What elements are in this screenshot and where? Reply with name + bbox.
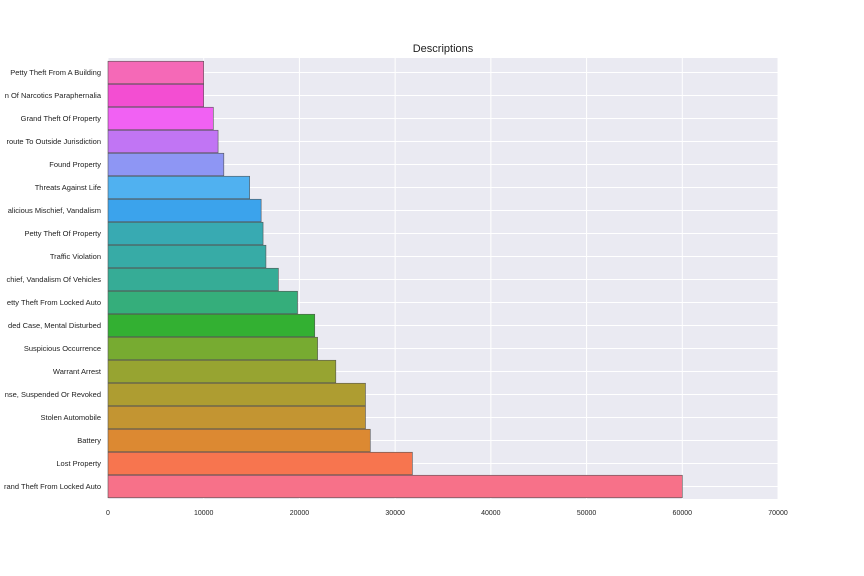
- y-category-label: n Of Narcotics Paraphernalia: [5, 91, 102, 100]
- x-tick-label: 70000: [768, 510, 788, 517]
- y-axis-labels: rand Theft From Locked Auto Lost Property…: [4, 68, 102, 491]
- bar: [107, 359, 337, 384]
- y-category-label: alicious Mischief, Vandalism: [8, 206, 101, 215]
- bar: [107, 221, 264, 246]
- bar: [107, 474, 683, 499]
- bar: [107, 244, 267, 269]
- bar: [107, 382, 366, 407]
- bar: [107, 106, 214, 131]
- chart-title: Descriptions: [413, 43, 474, 55]
- y-category-label: ded Case, Mental Disturbed: [8, 321, 101, 330]
- bar: [107, 405, 366, 430]
- y-category-label: Battery: [77, 436, 101, 445]
- y-category-label: chief, Vandalism Of Vehicles: [7, 275, 102, 284]
- bar: [107, 198, 262, 223]
- bar: [107, 175, 250, 200]
- y-category-label: Suspicious Occurrence: [24, 344, 101, 353]
- bar: [107, 313, 316, 338]
- x-tick-label: 10000: [194, 510, 214, 517]
- x-tick-label: 20000: [290, 510, 310, 517]
- bar: [107, 290, 298, 315]
- y-category-label: rand Theft From Locked Auto: [4, 482, 101, 491]
- bar: [107, 129, 219, 154]
- y-category-label: etty Theft From Locked Auto: [7, 298, 101, 307]
- y-category-label: Stolen Automobile: [41, 413, 101, 422]
- y-category-label: Traffic Violation: [50, 252, 101, 261]
- y-category-label: route To Outside Jurisdiction: [7, 137, 102, 146]
- bar: [107, 451, 413, 476]
- y-category-label: Warrant Arrest: [53, 367, 102, 376]
- bar: [107, 428, 371, 453]
- x-tick-label: 50000: [577, 510, 597, 517]
- y-category-label: nse, Suspended Or Revoked: [5, 390, 101, 399]
- y-category-label: Petty Theft Of Property: [24, 229, 101, 238]
- bars: [107, 60, 683, 499]
- bar: [107, 60, 205, 85]
- bar: [107, 267, 279, 292]
- y-category-label: Grand Theft Of Property: [21, 114, 102, 123]
- bar: [107, 336, 318, 361]
- bar: [107, 83, 205, 108]
- x-tick-label: 40000: [481, 510, 501, 517]
- x-tick-label: 30000: [385, 510, 405, 517]
- x-axis-ticks: 0 10000 20000 30000 40000 50000 60000 70000: [106, 510, 788, 517]
- y-category-label: Petty Theft From A Building: [10, 68, 101, 77]
- x-tick-label: 0: [106, 510, 110, 517]
- y-category-label: Found Property: [49, 160, 101, 169]
- x-tick-label: 60000: [673, 510, 693, 517]
- bar: [107, 152, 225, 177]
- y-category-label: Threats Against Life: [35, 183, 101, 192]
- y-category-label: Lost Property: [56, 459, 101, 468]
